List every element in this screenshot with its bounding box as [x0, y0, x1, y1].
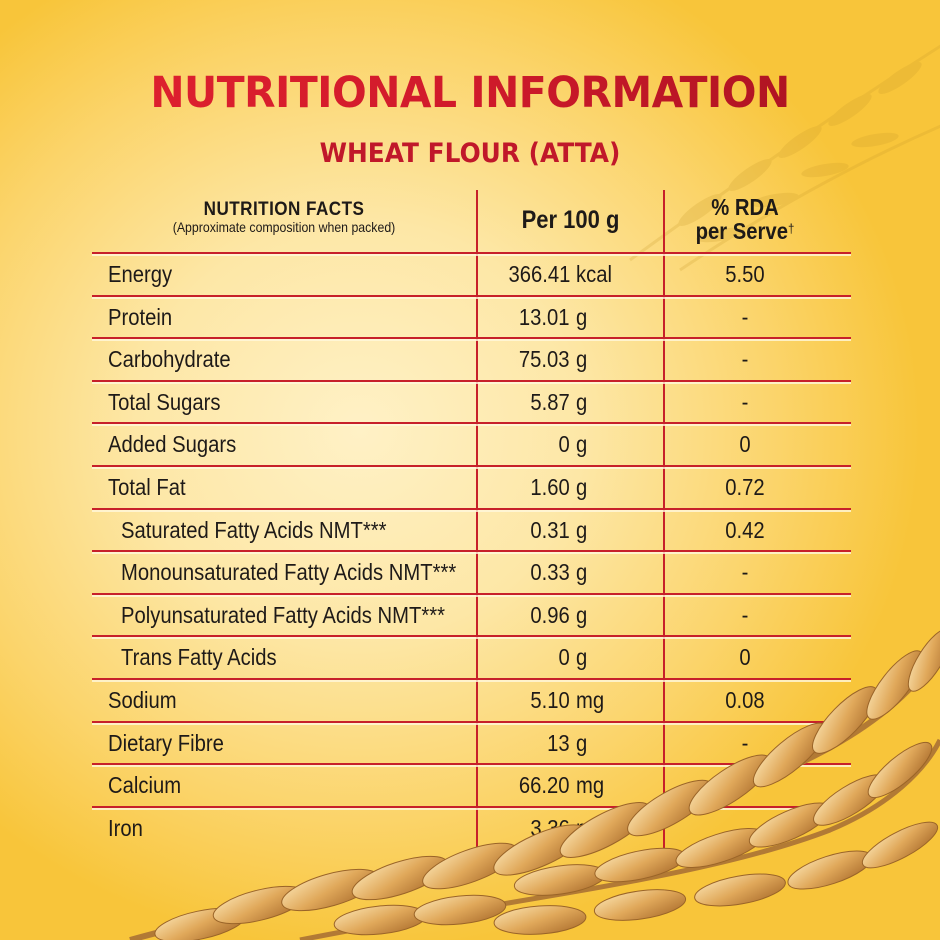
- rda-value: 0: [739, 644, 751, 671]
- rda-value: 5.50: [725, 261, 765, 287]
- row-divider: [92, 593, 851, 595]
- row-divider: [92, 337, 851, 339]
- nutrient-value: 0.31: [530, 516, 570, 543]
- rda-value: -: [741, 346, 749, 373]
- nutrient-value: 5.10: [530, 687, 570, 713]
- nutrient-unit: g: [576, 346, 588, 373]
- row-divider: [92, 635, 851, 637]
- nutrient-label: Total Sugars: [108, 388, 221, 415]
- nutrient-label: Monounsaturated Fatty Acids NMT***: [121, 559, 457, 586]
- nutrient-label: Protein: [108, 303, 173, 330]
- table-row: Energy 366.41 kcal 5.50: [92, 253, 852, 295]
- row-divider: [92, 422, 851, 424]
- rda-value: 0.08: [725, 687, 765, 713]
- nutrient-label: Total Fat: [108, 474, 186, 500]
- rda-value: 0.72: [725, 474, 765, 500]
- nutrient-label: Saturated Fatty Acids NMT***: [121, 516, 387, 543]
- nutrient-unit: g: [576, 388, 588, 415]
- table-row: Added Sugars 0 g 0: [92, 423, 852, 465]
- table-row: Calcium 66.20 mg -: [92, 764, 852, 806]
- nutrient-unit: g: [576, 559, 588, 586]
- facts-note: (Approximate composition when packed): [172, 219, 396, 235]
- nutrient-value: 0.33: [530, 559, 570, 586]
- nutrient-unit: g: [576, 729, 588, 756]
- table-row: Dietary Fibre 13 g -: [92, 722, 852, 764]
- rda-line2-text: per Serve: [695, 218, 788, 244]
- nutrient-unit: g: [576, 303, 588, 330]
- nutrient-label: Energy: [108, 261, 173, 287]
- nutrient-value: 1.60: [530, 474, 570, 500]
- column-divider: [476, 190, 478, 851]
- column-divider: [663, 190, 665, 851]
- nutrient-value: 3.36: [530, 814, 570, 841]
- nutrient-value: 66.20: [519, 772, 570, 799]
- rda-value: -: [741, 814, 749, 841]
- nutrient-label: Calcium: [108, 772, 182, 799]
- table-row: Total Sugars 5.87 g -: [92, 381, 852, 423]
- nutrient-label: Carbohydrate: [108, 346, 231, 373]
- product-subtitle: WHEAT FLOUR (ATTA): [319, 138, 621, 169]
- nutrient-unit: g: [576, 516, 588, 543]
- nutrient-label: Polyunsaturated Fatty Acids NMT***: [121, 601, 445, 628]
- nutrient-value: 75.03: [519, 346, 570, 373]
- row-divider: [92, 295, 851, 297]
- nutrient-value: 13: [547, 729, 570, 756]
- rda-value: 0.42: [725, 516, 765, 543]
- dagger-mark: †: [787, 221, 795, 236]
- nutrient-label: Iron: [108, 814, 143, 841]
- nutrient-label: Sodium: [108, 687, 177, 713]
- wheat-watermark-icon: [629, 44, 940, 272]
- table-row: Carbohydrate 75.03 g -: [92, 338, 852, 380]
- rda-value: -: [741, 303, 749, 330]
- nutrient-value: 0: [558, 431, 570, 458]
- table-row: Protein 13.01 g -: [92, 296, 852, 338]
- nutrient-unit: kcal: [576, 261, 612, 287]
- rda-line2: per Serve†: [675, 218, 816, 244]
- row-divider: [92, 465, 851, 467]
- nutrient-value: 0.96: [530, 601, 570, 628]
- nutrient-unit: g: [576, 474, 588, 500]
- rda-value: -: [741, 388, 749, 415]
- nutrient-label: Added Sugars: [108, 431, 237, 458]
- nutrient-unit: mg: [576, 687, 605, 713]
- nutrient-unit: g: [576, 644, 588, 671]
- nutrient-unit: g: [576, 431, 588, 458]
- rda-value: -: [741, 559, 749, 586]
- facts-title: NUTRITION FACTS: [203, 199, 365, 220]
- row-divider: [92, 252, 851, 254]
- nutrient-value: 366.41: [508, 261, 570, 287]
- nutrient-label: Dietary Fibre: [108, 729, 224, 756]
- table-row: Iron 3.36 mg -: [92, 807, 852, 849]
- table-row: Sodium 5.10 mg 0.08: [92, 679, 852, 721]
- row-divider: [92, 508, 851, 510]
- nutrient-unit: mg: [576, 814, 605, 841]
- rda-line1: % RDA: [711, 194, 779, 220]
- rda-value: -: [741, 729, 749, 756]
- page-title: NUTRITIONAL INFORMATION: [24, 68, 917, 118]
- nutrient-label: Trans Fatty Acids: [121, 644, 277, 671]
- nutrient-value: 13.01: [519, 303, 570, 330]
- header-rda: % RDA per Serve†: [675, 194, 816, 244]
- rda-value: 0: [739, 431, 751, 458]
- table-row: Monounsaturated Fatty Acids NMT*** 0.33 g -: [92, 551, 852, 593]
- header-nutrition-facts: NUTRITION FACTS (Approximate composition…: [92, 200, 476, 235]
- table-row: Polyunsaturated Fatty Acids NMT*** 0.96 g -: [92, 594, 852, 636]
- row-divider: [92, 550, 851, 552]
- nutrient-value: 0: [558, 644, 570, 671]
- header-per-100g: Per 100 g: [521, 206, 620, 234]
- table-row: Total Fat 1.60 g 0.72: [92, 466, 852, 508]
- nutrient-unit: g: [576, 601, 588, 628]
- table-row: Trans Fatty Acids 0 g 0: [92, 636, 852, 678]
- nutrient-unit: mg: [576, 772, 605, 799]
- table-row: Saturated Fatty Acids NMT*** 0.31 g 0.42: [92, 509, 852, 551]
- rda-value: -: [741, 601, 749, 628]
- nutrition-table: NUTRITION FACTS (Approximate composition…: [92, 190, 852, 852]
- row-divider: [92, 380, 851, 382]
- rda-value: -: [741, 772, 749, 799]
- nutrient-value: 5.87: [530, 388, 570, 415]
